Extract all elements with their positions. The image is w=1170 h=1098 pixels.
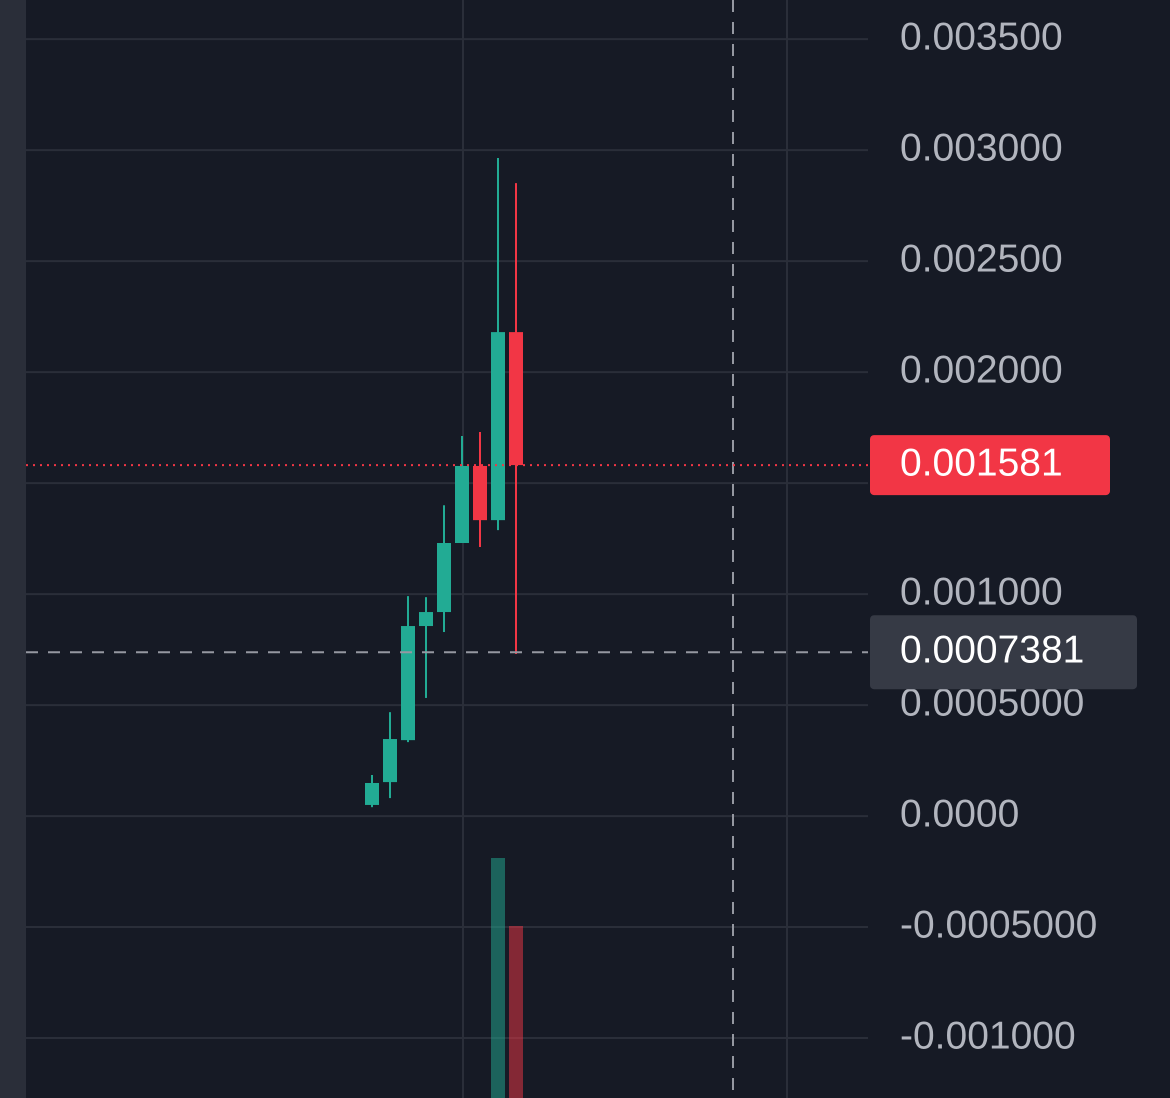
y-tick-label: 0.002500	[900, 237, 1063, 280]
candle-body	[419, 612, 433, 627]
candle-body	[365, 782, 379, 805]
candle-body	[509, 332, 523, 466]
volume-bar	[491, 858, 505, 1098]
last-price-label: 0.001581	[900, 441, 1063, 484]
y-tick-label: -0.001000	[900, 1014, 1076, 1057]
candle-body	[437, 543, 451, 613]
side-panel	[0, 0, 26, 1098]
last-price-box	[870, 435, 1110, 496]
candle-body	[491, 332, 505, 521]
y-tick-label: 0.003000	[900, 126, 1063, 169]
y-tick-label: 0.002000	[900, 348, 1063, 391]
candle-body	[455, 465, 469, 544]
y-tick-label: 0.0000	[900, 792, 1019, 835]
y-tick-label: 0.003500	[900, 15, 1063, 58]
crosshair-label: 0.0007381	[900, 629, 1084, 672]
crosshair-label-box	[870, 615, 1137, 690]
volume-bar	[509, 926, 523, 1098]
candle-body	[473, 465, 487, 521]
y-tick-label: -0.0005000	[900, 903, 1097, 946]
candle-body	[401, 626, 415, 741]
y-tick-label: 0.001000	[900, 570, 1063, 613]
candle-body	[383, 739, 397, 783]
